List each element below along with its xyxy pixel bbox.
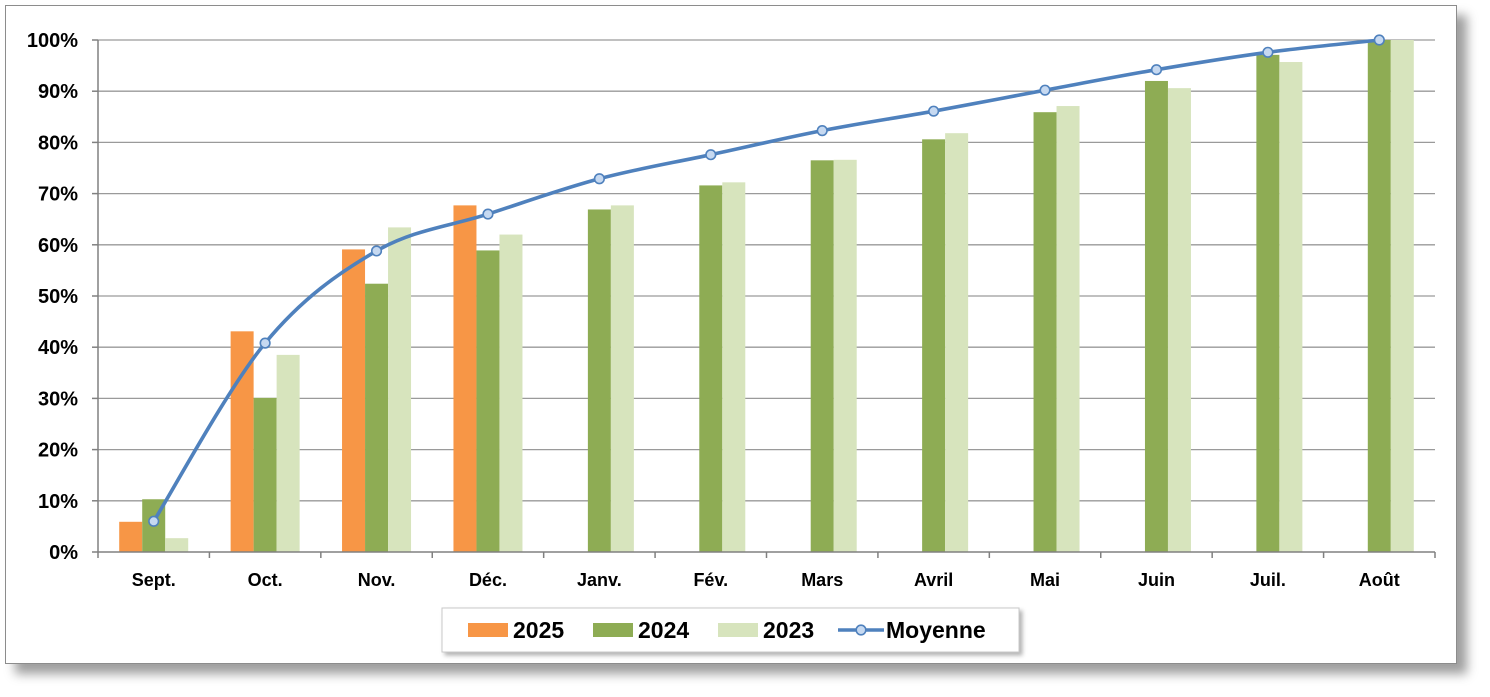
- legend-swatch-2025: [468, 623, 508, 637]
- legend-label-2024: 2024: [638, 617, 689, 643]
- bar-2025-oct: [230, 331, 254, 552]
- bar-2023-dec: [499, 234, 523, 552]
- bar-2024-avril: [922, 139, 946, 552]
- axes: [92, 39, 1436, 558]
- bar-2024-mai: [1033, 112, 1057, 552]
- bar-2024-dec: [476, 250, 500, 552]
- bar-2023-juil: [1279, 62, 1303, 553]
- x-tick-labels: Sept. Oct. Nov. Déc. Janv. Fév. Mars Avril Mai Ju…: [132, 570, 1400, 590]
- chart-svg: 0% 10% 20% 30% 40% 50% 60% 70% 80% 90% 100% Sept. O…: [27, 30, 1436, 653]
- point-moyenne-mars: [816, 125, 828, 137]
- y-tick-label: 80%: [38, 132, 78, 154]
- gridlines: [98, 39, 1435, 502]
- y-tick-label: 70%: [38, 184, 78, 206]
- x-tick-label: Janv.: [577, 570, 622, 590]
- bar-2024-aout: [1367, 40, 1391, 552]
- legend-marker-moyenne: [855, 624, 867, 636]
- point-moyenne-dec: [482, 208, 494, 220]
- point-moyenne-mai: [1039, 84, 1051, 96]
- bar-2023-mai: [1056, 106, 1080, 552]
- legend-swatch-2024: [593, 623, 633, 637]
- bar-2023-oct: [276, 354, 300, 552]
- y-tick-label: 90%: [38, 81, 78, 103]
- chart-frame: 0% 10% 20% 30% 40% 50% 60% 70% 80% 90% 100% Sept. O…: [5, 5, 1457, 664]
- bar-2023-aout: [1390, 40, 1414, 552]
- bar-2023-juin: [1167, 88, 1191, 553]
- bar-2024-oct: [253, 397, 277, 552]
- x-tick-label: Mars: [801, 570, 843, 590]
- y-tick-label: 10%: [38, 491, 78, 513]
- y-tick-labels: 0% 10% 20% 30% 40% 50% 60% 70% 80% 90% 100%: [27, 30, 78, 564]
- x-tick-label: Juin: [1138, 570, 1175, 590]
- point-moyenne-aout: [1373, 34, 1385, 46]
- y-tick-label: 50%: [38, 286, 78, 308]
- y-tick-label: 60%: [38, 235, 78, 257]
- x-tick-label: Fév.: [693, 570, 728, 590]
- bar-2024-nov: [365, 283, 389, 552]
- bar-2024-juil: [1256, 54, 1280, 553]
- point-moyenne-oct: [259, 337, 271, 349]
- bar-2025-sept: [119, 521, 143, 552]
- point-moyenne-nov: [370, 245, 383, 257]
- legend-swatch-2023: [718, 623, 758, 637]
- x-tick-label: Oct.: [248, 570, 283, 590]
- y-tick-label: 40%: [38, 337, 78, 359]
- bar-2023-mars: [833, 159, 857, 553]
- legend: 2025 2024 2023 Moyenne: [441, 607, 1020, 653]
- legend-label-2023: 2023: [763, 617, 814, 643]
- average-line: [148, 34, 1385, 527]
- legend-label-moyenne: Moyenne: [886, 617, 986, 643]
- y-tick-label: 0%: [49, 542, 78, 564]
- point-moyenne-juin: [1150, 64, 1163, 76]
- point-moyenne-sept: [148, 515, 160, 527]
- bar-2025-dec: [453, 205, 477, 552]
- legend-label-2025: 2025: [513, 617, 564, 643]
- bar-2023-janv: [610, 205, 634, 552]
- x-tick-label: Avril: [914, 570, 953, 590]
- x-tick-label: Sept.: [132, 570, 176, 590]
- x-tick-label: Juil.: [1250, 570, 1286, 590]
- bar-2024-mars: [810, 160, 834, 552]
- bar-2024-fev: [699, 185, 723, 552]
- bar-2023-nov: [388, 227, 412, 552]
- bar-2024-juin: [1144, 80, 1168, 553]
- y-tick-label: 100%: [27, 30, 78, 52]
- bar-2023-avril: [945, 133, 969, 552]
- x-tick-label: Nov.: [358, 570, 396, 590]
- x-tick-label: Août: [1359, 570, 1400, 590]
- bars: [119, 40, 1414, 553]
- x-tick-label: Mai: [1030, 570, 1060, 590]
- point-moyenne-avril: [928, 105, 940, 117]
- bar-2023-sept: [165, 538, 189, 552]
- y-tick-label: 30%: [38, 388, 78, 410]
- point-moyenne-fev: [705, 149, 717, 161]
- point-moyenne-janv: [593, 173, 605, 185]
- bar-2024-janv: [587, 209, 611, 553]
- bar-2025-nov: [342, 249, 366, 552]
- y-tick-label: 20%: [38, 440, 78, 462]
- bar-2023-fev: [722, 182, 746, 552]
- x-tick-label: Déc.: [469, 570, 507, 590]
- point-moyenne-juil: [1262, 46, 1274, 58]
